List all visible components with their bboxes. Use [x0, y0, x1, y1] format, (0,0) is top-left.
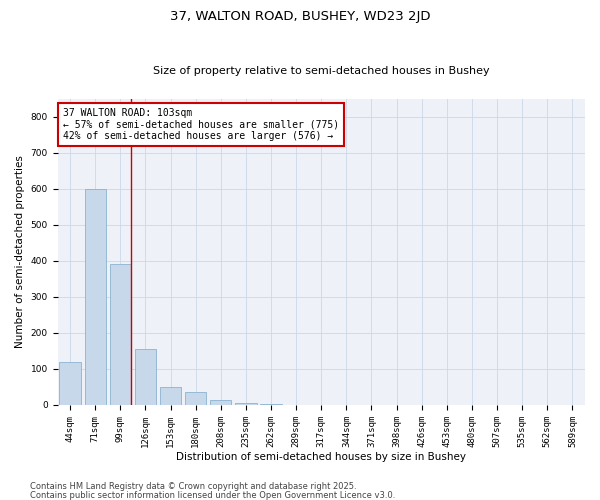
Bar	[59, 362, 81, 405]
Text: 37, WALTON ROAD, BUSHEY, WD23 2JD: 37, WALTON ROAD, BUSHEY, WD23 2JD	[170, 10, 430, 23]
Bar	[260, 404, 282, 405]
Text: 37 WALTON ROAD: 103sqm
← 57% of semi-detached houses are smaller (775)
42% of se: 37 WALTON ROAD: 103sqm ← 57% of semi-det…	[63, 108, 339, 141]
Bar	[235, 403, 257, 405]
Title: Size of property relative to semi-detached houses in Bushey: Size of property relative to semi-detach…	[153, 66, 490, 76]
Y-axis label: Number of semi-detached properties: Number of semi-detached properties	[15, 156, 25, 348]
Bar	[160, 387, 181, 405]
Bar	[210, 400, 232, 405]
Bar	[185, 392, 206, 405]
Bar	[110, 264, 131, 405]
Bar	[85, 188, 106, 405]
Text: Contains public sector information licensed under the Open Government Licence v3: Contains public sector information licen…	[30, 490, 395, 500]
Bar	[135, 349, 156, 405]
Text: Contains HM Land Registry data © Crown copyright and database right 2025.: Contains HM Land Registry data © Crown c…	[30, 482, 356, 491]
X-axis label: Distribution of semi-detached houses by size in Bushey: Distribution of semi-detached houses by …	[176, 452, 466, 462]
